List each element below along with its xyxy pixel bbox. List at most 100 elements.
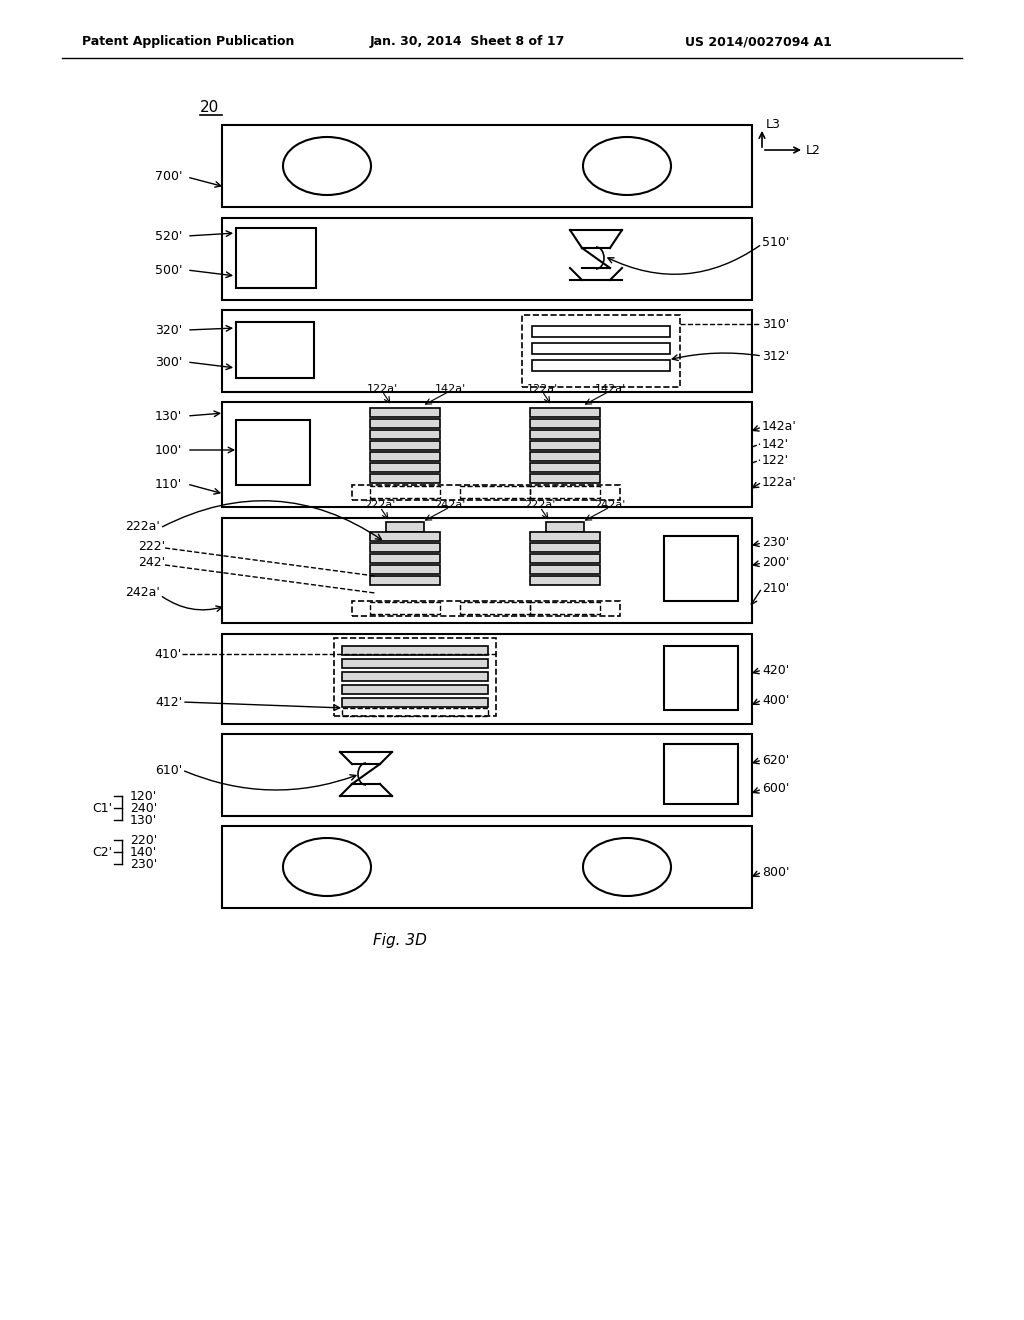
- Bar: [532, 360, 670, 371]
- Bar: [530, 602, 600, 614]
- Bar: [370, 532, 440, 541]
- Bar: [370, 441, 440, 450]
- Text: 800': 800': [762, 866, 790, 879]
- Text: Fig. 3D: Fig. 3D: [373, 932, 427, 948]
- Text: 142a': 142a': [762, 421, 797, 433]
- Text: C2': C2': [92, 846, 112, 858]
- Bar: [342, 698, 488, 708]
- Text: 122a': 122a': [762, 475, 797, 488]
- Bar: [370, 565, 440, 574]
- Bar: [236, 420, 310, 484]
- Text: 120': 120': [130, 789, 158, 803]
- Bar: [370, 474, 440, 483]
- Text: Patent Application Publication: Patent Application Publication: [82, 36, 294, 49]
- Text: 130': 130': [130, 813, 158, 826]
- Bar: [342, 659, 488, 668]
- Text: 410': 410': [155, 648, 182, 660]
- Bar: [532, 326, 670, 337]
- Bar: [530, 576, 600, 585]
- Text: 242': 242': [138, 557, 165, 569]
- Bar: [222, 218, 752, 300]
- Bar: [530, 565, 600, 574]
- Bar: [522, 315, 680, 387]
- Text: 400': 400': [762, 693, 790, 706]
- Text: 230': 230': [130, 858, 158, 870]
- Bar: [530, 418, 600, 428]
- Text: US 2014/0027094 A1: US 2014/0027094 A1: [685, 36, 831, 49]
- Text: 242a': 242a': [594, 500, 626, 510]
- Bar: [342, 645, 488, 655]
- Text: 412': 412': [155, 696, 182, 709]
- Bar: [342, 708, 488, 715]
- Bar: [530, 463, 600, 473]
- Text: 122': 122': [762, 454, 790, 466]
- Bar: [370, 554, 440, 564]
- Text: 310': 310': [762, 318, 790, 330]
- Bar: [370, 576, 440, 585]
- Bar: [222, 310, 752, 392]
- Bar: [532, 343, 670, 354]
- Text: 122a': 122a': [367, 384, 397, 393]
- Text: L3: L3: [766, 117, 781, 131]
- Bar: [664, 744, 738, 804]
- Text: 242a': 242a': [125, 586, 160, 599]
- Text: 140': 140': [130, 846, 158, 858]
- Bar: [370, 486, 440, 498]
- Text: 500': 500': [155, 264, 182, 276]
- Bar: [460, 602, 530, 614]
- Bar: [222, 734, 752, 816]
- Bar: [370, 602, 440, 614]
- Text: 220': 220': [130, 833, 158, 846]
- Text: 110': 110': [155, 478, 182, 491]
- Text: 142a': 142a': [434, 384, 466, 393]
- Bar: [530, 532, 600, 541]
- Text: 142a': 142a': [594, 384, 626, 393]
- Bar: [352, 484, 620, 500]
- Text: 240': 240': [130, 801, 158, 814]
- Text: 20: 20: [200, 100, 219, 116]
- Text: 222a': 222a': [125, 520, 160, 532]
- Bar: [530, 554, 600, 564]
- Text: C1': C1': [92, 801, 112, 814]
- Text: 600': 600': [762, 783, 790, 796]
- Text: 200': 200': [762, 557, 790, 569]
- Bar: [664, 645, 738, 710]
- Bar: [370, 543, 440, 552]
- Text: 610': 610': [155, 763, 182, 776]
- Bar: [530, 408, 600, 417]
- Bar: [370, 451, 440, 461]
- Bar: [334, 638, 496, 715]
- Bar: [460, 486, 530, 498]
- Bar: [222, 403, 752, 507]
- Bar: [664, 536, 738, 601]
- Bar: [370, 418, 440, 428]
- Bar: [546, 521, 585, 532]
- Text: 230': 230': [762, 536, 790, 549]
- Bar: [370, 430, 440, 440]
- Bar: [222, 517, 752, 623]
- Text: 312': 312': [762, 350, 790, 363]
- Bar: [342, 685, 488, 694]
- Text: 122a': 122a': [526, 384, 558, 393]
- Bar: [530, 543, 600, 552]
- Bar: [530, 441, 600, 450]
- Bar: [530, 474, 600, 483]
- Text: 100': 100': [155, 444, 182, 457]
- Bar: [370, 408, 440, 417]
- Text: 242a': 242a': [434, 500, 466, 510]
- Bar: [236, 228, 316, 288]
- Text: 420': 420': [762, 664, 790, 676]
- Bar: [386, 521, 424, 532]
- Bar: [530, 451, 600, 461]
- Bar: [222, 634, 752, 723]
- Bar: [530, 486, 600, 498]
- Text: 620': 620': [762, 754, 790, 767]
- Text: 700': 700': [155, 170, 182, 183]
- Text: 130': 130': [155, 409, 182, 422]
- Text: Jan. 30, 2014  Sheet 8 of 17: Jan. 30, 2014 Sheet 8 of 17: [370, 36, 565, 49]
- Bar: [352, 601, 620, 616]
- Text: 222a': 222a': [365, 500, 395, 510]
- Text: 222': 222': [138, 540, 165, 553]
- Text: 320': 320': [155, 323, 182, 337]
- Text: L2: L2: [806, 144, 821, 157]
